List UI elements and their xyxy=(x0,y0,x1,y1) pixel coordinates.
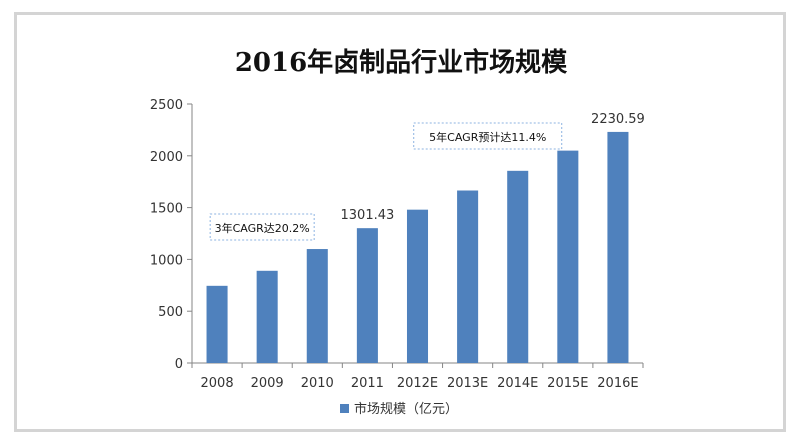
data-label: 2230.59 xyxy=(591,112,645,127)
annotation-text: 5年CAGR预计达11.4% xyxy=(429,130,546,144)
bar xyxy=(256,270,278,363)
bar xyxy=(406,209,429,363)
chart-title: 2016年卤制品行业市场规模 xyxy=(234,48,568,78)
bar xyxy=(206,285,228,363)
x-tick-label: 2012E xyxy=(397,376,438,391)
y-tick-label: 0 xyxy=(175,357,183,372)
annotation-box xyxy=(209,213,315,241)
data-label: 1301.43 xyxy=(341,208,395,223)
x-tick-label: 2008 xyxy=(201,376,234,391)
x-tick-label: 2015E xyxy=(547,376,588,391)
x-tick-label: 2011 xyxy=(351,376,384,391)
chart-panel xyxy=(14,12,786,432)
y-tick-label: 1000 xyxy=(150,253,183,268)
bar xyxy=(356,228,378,363)
annotation-box xyxy=(413,122,563,150)
bar xyxy=(306,249,328,363)
annotation-text: 3年CAGR达20.2% xyxy=(215,221,310,235)
bar xyxy=(557,150,579,363)
y-tick-label: 500 xyxy=(158,305,183,320)
y-tick-label: 2000 xyxy=(150,150,183,165)
x-tick-label: 2016E xyxy=(597,376,638,391)
legend-label: 市场规模（亿元） xyxy=(354,401,458,417)
y-tick-label: 2500 xyxy=(150,98,183,113)
x-tick-label: 2013E xyxy=(447,376,488,391)
x-tick-label: 2010 xyxy=(301,376,334,391)
y-tick-label: 1500 xyxy=(150,202,183,217)
bar xyxy=(607,131,629,363)
bar xyxy=(457,190,479,363)
x-tick-label: 2009 xyxy=(251,376,284,391)
bar xyxy=(507,170,529,363)
x-tick-label: 2014E xyxy=(497,376,538,391)
legend-swatch xyxy=(340,404,349,413)
